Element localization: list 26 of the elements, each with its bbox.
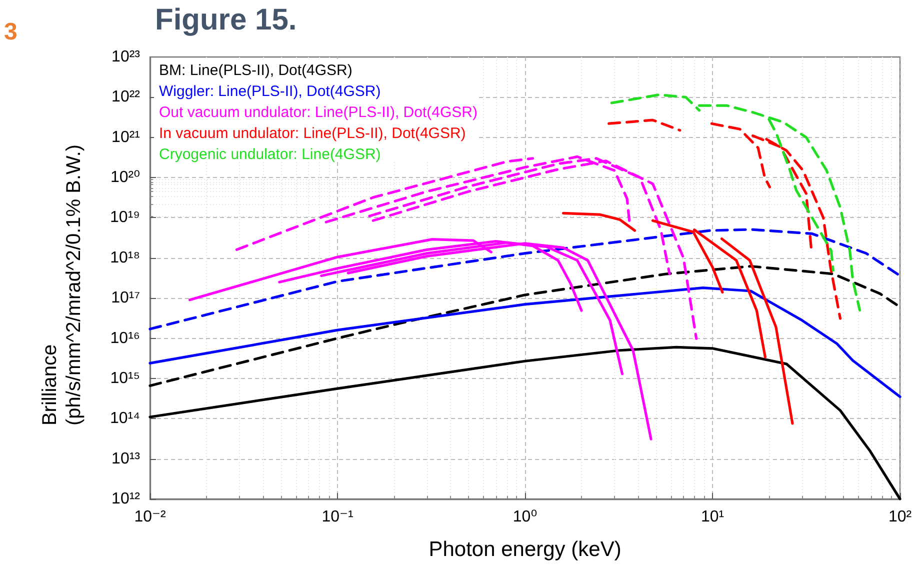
y-tick-label: 10²⁰ [110,169,140,186]
text: In vacuum undulator: Line(PLS-II), Dot(4GSR) [159,125,466,142]
y-tick-label: 10²³ [112,48,141,66]
y-tick-label: 10¹³ [112,450,141,468]
y-tick-label: 10²¹ [112,128,140,146]
y-axis-title: Brilliance (ph/s/mm^2/mrad^2/0.1% B.W.) [39,144,85,426]
y-tick-label: 10¹⁶ [110,330,140,347]
y-tick-label: 10¹⁵ [110,370,140,387]
text: 3 [4,18,18,46]
y-tick-label: 10²² [112,88,141,106]
y-tick-label: 10¹⁴ [110,410,140,428]
y-tick-label: 10¹² [112,490,141,508]
text: BM: Line(PLS-II), Dot(4GSR) [159,62,352,79]
x-tick-label: 10⁻¹ [322,508,354,526]
chart-title: Figure 15. [155,4,297,36]
text: Wiggler: Line(PLS-II), Dot(4GSR) [159,83,381,100]
text: Out vacuum undulator: Line(PLS-II), Dot(4GSR) [159,104,478,121]
y-tick-label: 10¹⁸ [110,249,140,266]
text: Cryogenic undulator: Line(4GSR) [159,146,381,163]
y-tick-label: 10¹⁹ [110,209,140,226]
x-tick-label: 10² [888,508,912,526]
y-tick-label: 10¹⁷ [111,290,140,307]
x-tick-label: 10⁰ [512,508,538,526]
x-tick-label: 10¹ [700,508,724,526]
x-axis-title: Photon energy (keV) [428,538,622,561]
x-tick-label: 10⁻² [134,508,166,526]
